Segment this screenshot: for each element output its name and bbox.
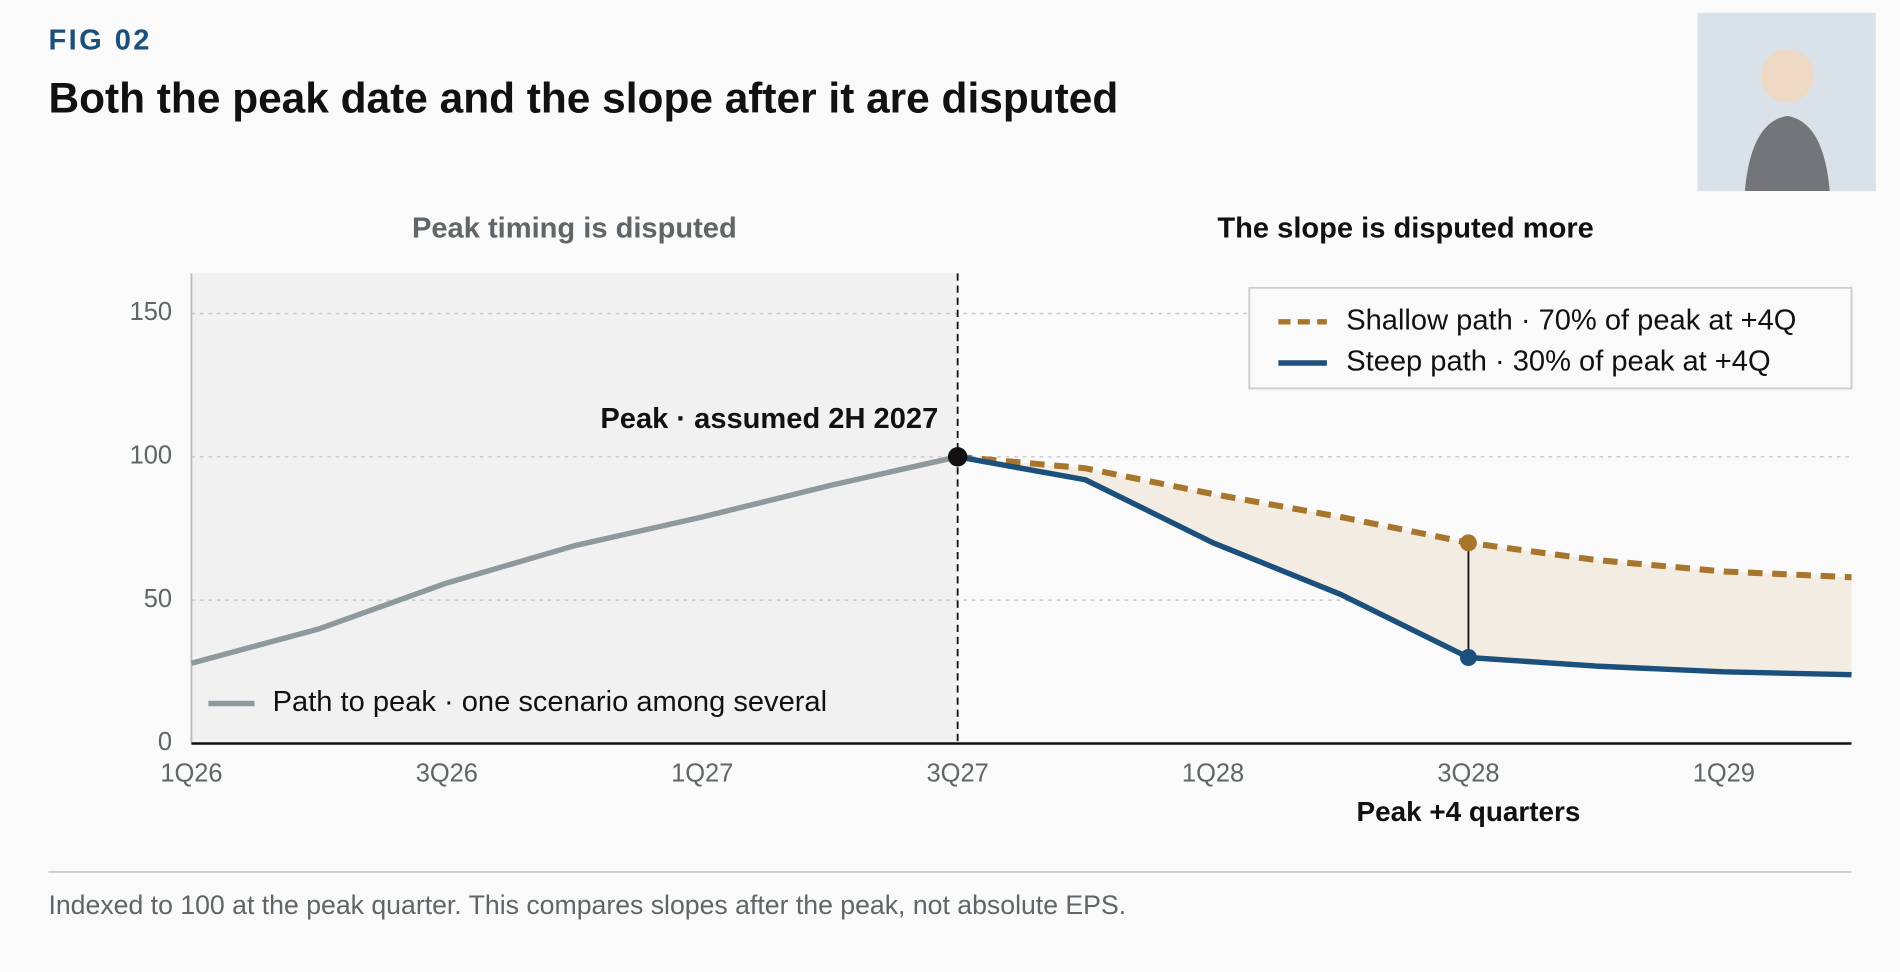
avatar bbox=[1697, 12, 1876, 191]
highlight-dot bbox=[1459, 649, 1477, 666]
legend-label: Path to peak · one scenario among severa… bbox=[273, 686, 827, 718]
y-tick-label: 0 bbox=[158, 728, 172, 756]
panel-title: The slope is disputed more bbox=[1217, 212, 1593, 244]
annotation: Peak · assumed 2H 2027 bbox=[600, 403, 938, 435]
x-tick-label: 3Q26 bbox=[416, 760, 478, 788]
kicker: FIG 02 bbox=[48, 25, 151, 57]
annotation: Peak +4 quarters bbox=[1357, 796, 1581, 827]
y-tick-label: 100 bbox=[130, 442, 172, 470]
x-tick-label: 1Q26 bbox=[160, 760, 222, 788]
x-tick-label: 1Q28 bbox=[1182, 760, 1244, 788]
footnote: Indexed to 100 at the peak quarter. This… bbox=[48, 890, 1126, 920]
y-tick-label: 50 bbox=[144, 585, 172, 613]
pre-peak-shade bbox=[191, 273, 958, 744]
spread-area bbox=[957, 456, 1852, 675]
series-line bbox=[957, 454, 1852, 678]
x-tick-label: 1Q27 bbox=[671, 760, 733, 788]
avatar-head bbox=[1760, 49, 1814, 103]
avatar-body bbox=[1744, 115, 1830, 191]
x-tick-label: 3Q27 bbox=[927, 760, 989, 788]
series-line bbox=[190, 454, 959, 666]
legend-label: Steep path · 30% of peak at +4Q bbox=[1346, 346, 1770, 378]
chart-title: Both the peak date and the slope after i… bbox=[48, 74, 1118, 121]
y-tick-label: 150 bbox=[130, 298, 172, 326]
highlight-dot bbox=[1459, 534, 1477, 552]
series-line bbox=[957, 453, 1852, 581]
panel-title: Peak timing is disputed bbox=[412, 212, 737, 244]
plot: 0 50 100 150 1Q26 3Q26 1Q27 3Q27 1Q28 3Q28 1Q29 Pea… bbox=[130, 273, 1853, 827]
avatar-veil bbox=[1697, 12, 1876, 191]
x-tick-label: 3Q28 bbox=[1437, 760, 1499, 788]
legend-box bbox=[1248, 286, 1853, 390]
x-tick-label: 1Q29 bbox=[1693, 760, 1755, 788]
peak-dot bbox=[947, 447, 968, 467]
legend-label: Shallow path · 70% of peak at +4Q bbox=[1346, 304, 1796, 336]
